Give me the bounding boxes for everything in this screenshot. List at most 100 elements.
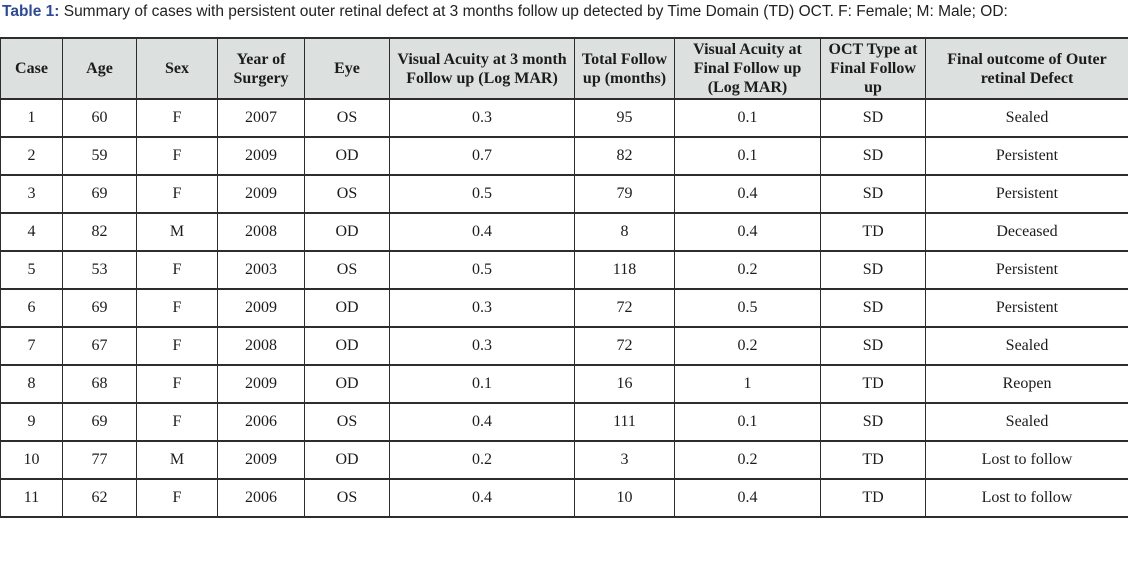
table-cell: 0.4 xyxy=(674,174,821,214)
table-cell: TD xyxy=(820,364,926,404)
table-cell: 8 xyxy=(574,212,675,252)
table-cell: 53 xyxy=(62,250,137,290)
table-row: 2 59 F 2009 OD 0.7 82 0.1 SD Persistent xyxy=(0,136,1128,176)
table-cell: TD xyxy=(820,212,926,252)
table-cell: 77 xyxy=(62,440,137,480)
table-cell: TD xyxy=(820,440,926,480)
column-header: Visual Acuity at 3 month Follow up (Log … xyxy=(389,37,575,100)
table-cell: Lost to follow xyxy=(925,478,1128,518)
table-cell: F xyxy=(136,136,218,176)
table-cell: OD xyxy=(304,326,390,366)
table-cell: OS xyxy=(304,250,390,290)
table-cell: Persistent xyxy=(925,250,1128,290)
column-header: Age xyxy=(62,37,137,100)
table-cell: F xyxy=(136,98,218,138)
table-cell: 82 xyxy=(62,212,137,252)
table-cell: 72 xyxy=(574,326,675,366)
table-cell: M xyxy=(136,440,218,480)
column-header: Eye xyxy=(304,37,390,100)
table-cell: Sealed xyxy=(925,326,1128,366)
table-cell: 0.4 xyxy=(389,402,575,442)
table-cell: OS xyxy=(304,478,390,518)
table-cell: 2006 xyxy=(217,402,305,442)
table-caption: Table 1: Summary of cases with persisten… xyxy=(0,0,1128,21)
table-cell: 2009 xyxy=(217,288,305,328)
table-cell: 2007 xyxy=(217,98,305,138)
table-cell: Persistent xyxy=(925,288,1128,328)
table-cell: 7 xyxy=(0,326,63,366)
table-cell: 6 xyxy=(0,288,63,328)
table-row: 5 53 F 2003 OS 0.5 118 0.2 SD Persistent xyxy=(0,250,1128,290)
table-cell: 0.1 xyxy=(674,136,821,176)
table-cell: Sealed xyxy=(925,402,1128,442)
column-header: Total Follow up (months) xyxy=(574,37,675,100)
table-cell: 10 xyxy=(574,478,675,518)
table-cell: SD xyxy=(820,402,926,442)
table-cell: Deceased xyxy=(925,212,1128,252)
table-cell: 0.3 xyxy=(389,326,575,366)
column-header: Final outcome of Outer retinal Defect xyxy=(925,37,1128,100)
table-cell: F xyxy=(136,174,218,214)
table-cell: 59 xyxy=(62,136,137,176)
table-cell: 9 xyxy=(0,402,63,442)
table-cell: 0.5 xyxy=(389,174,575,214)
table-cell: 0.1 xyxy=(674,402,821,442)
table-cell: 0.5 xyxy=(674,288,821,328)
table-cell: 60 xyxy=(62,98,137,138)
table-row: 7 67 F 2008 OD 0.3 72 0.2 SD Sealed xyxy=(0,326,1128,366)
table-row: 10 77 M 2009 OD 0.2 3 0.2 TD Lost to follow xyxy=(0,440,1128,480)
table-cell: F xyxy=(136,326,218,366)
table-cell: M xyxy=(136,212,218,252)
table-cell: OD xyxy=(304,136,390,176)
table-cell: 0.3 xyxy=(389,288,575,328)
table-cell: SD xyxy=(820,326,926,366)
table-cell: 11 xyxy=(0,478,63,518)
table-cell: 2009 xyxy=(217,364,305,404)
table-row: 11 62 F 2006 OS 0.4 10 0.4 TD Lost to follow xyxy=(0,478,1128,518)
table-cell: OD xyxy=(304,288,390,328)
table-cell: 2 xyxy=(0,136,63,176)
column-header: OCT Type at Final Follow up xyxy=(820,37,926,100)
table-cell: 0.3 xyxy=(389,98,575,138)
table-row: 1 60 F 2007 OS 0.3 95 0.1 SD Sealed xyxy=(0,98,1128,138)
table-cell: F xyxy=(136,478,218,518)
table-cell: 1 xyxy=(674,364,821,404)
table-cell: 0.4 xyxy=(389,212,575,252)
table-cell: 72 xyxy=(574,288,675,328)
table-cell: 0.7 xyxy=(389,136,575,176)
table-cell: 10 xyxy=(0,440,63,480)
table-cell: TD xyxy=(820,478,926,518)
table-cell: 5 xyxy=(0,250,63,290)
table-cell: 2009 xyxy=(217,440,305,480)
table-cell: OD xyxy=(304,364,390,404)
table-cell: 0.5 xyxy=(389,250,575,290)
column-header: Sex xyxy=(136,37,218,100)
table-cell: 2006 xyxy=(217,478,305,518)
table-row: 8 68 F 2009 OD 0.1 16 1 TD Reopen xyxy=(0,364,1128,404)
table-cell: Persistent xyxy=(925,136,1128,176)
column-header: Case xyxy=(0,37,63,100)
table-cell: 4 xyxy=(0,212,63,252)
table-cell: 0.4 xyxy=(674,478,821,518)
table-cell: 79 xyxy=(574,174,675,214)
table-cell: 68 xyxy=(62,364,137,404)
table-cell: Reopen xyxy=(925,364,1128,404)
table-caption-text: Summary of cases with persistent outer r… xyxy=(59,3,1008,20)
table-cell: 0.4 xyxy=(389,478,575,518)
table-row: 6 69 F 2009 OD 0.3 72 0.5 SD Persistent xyxy=(0,288,1128,328)
table-cell: 2003 xyxy=(217,250,305,290)
table-cell: 118 xyxy=(574,250,675,290)
table-cell: Lost to follow xyxy=(925,440,1128,480)
table-cell: F xyxy=(136,402,218,442)
table-cell: 95 xyxy=(574,98,675,138)
table-cell: 69 xyxy=(62,402,137,442)
table-cell: 1 xyxy=(0,98,63,138)
table-cell: 2008 xyxy=(217,326,305,366)
table-cell: OS xyxy=(304,98,390,138)
table-cell: OD xyxy=(304,440,390,480)
cases-table: Case Age Sex Year of Surgery Eye Visual Acuit… xyxy=(0,37,1128,518)
table-cell: 67 xyxy=(62,326,137,366)
table-cell: 2009 xyxy=(217,174,305,214)
table-cell: SD xyxy=(820,174,926,214)
table-caption-label: Table 1: xyxy=(2,3,60,20)
